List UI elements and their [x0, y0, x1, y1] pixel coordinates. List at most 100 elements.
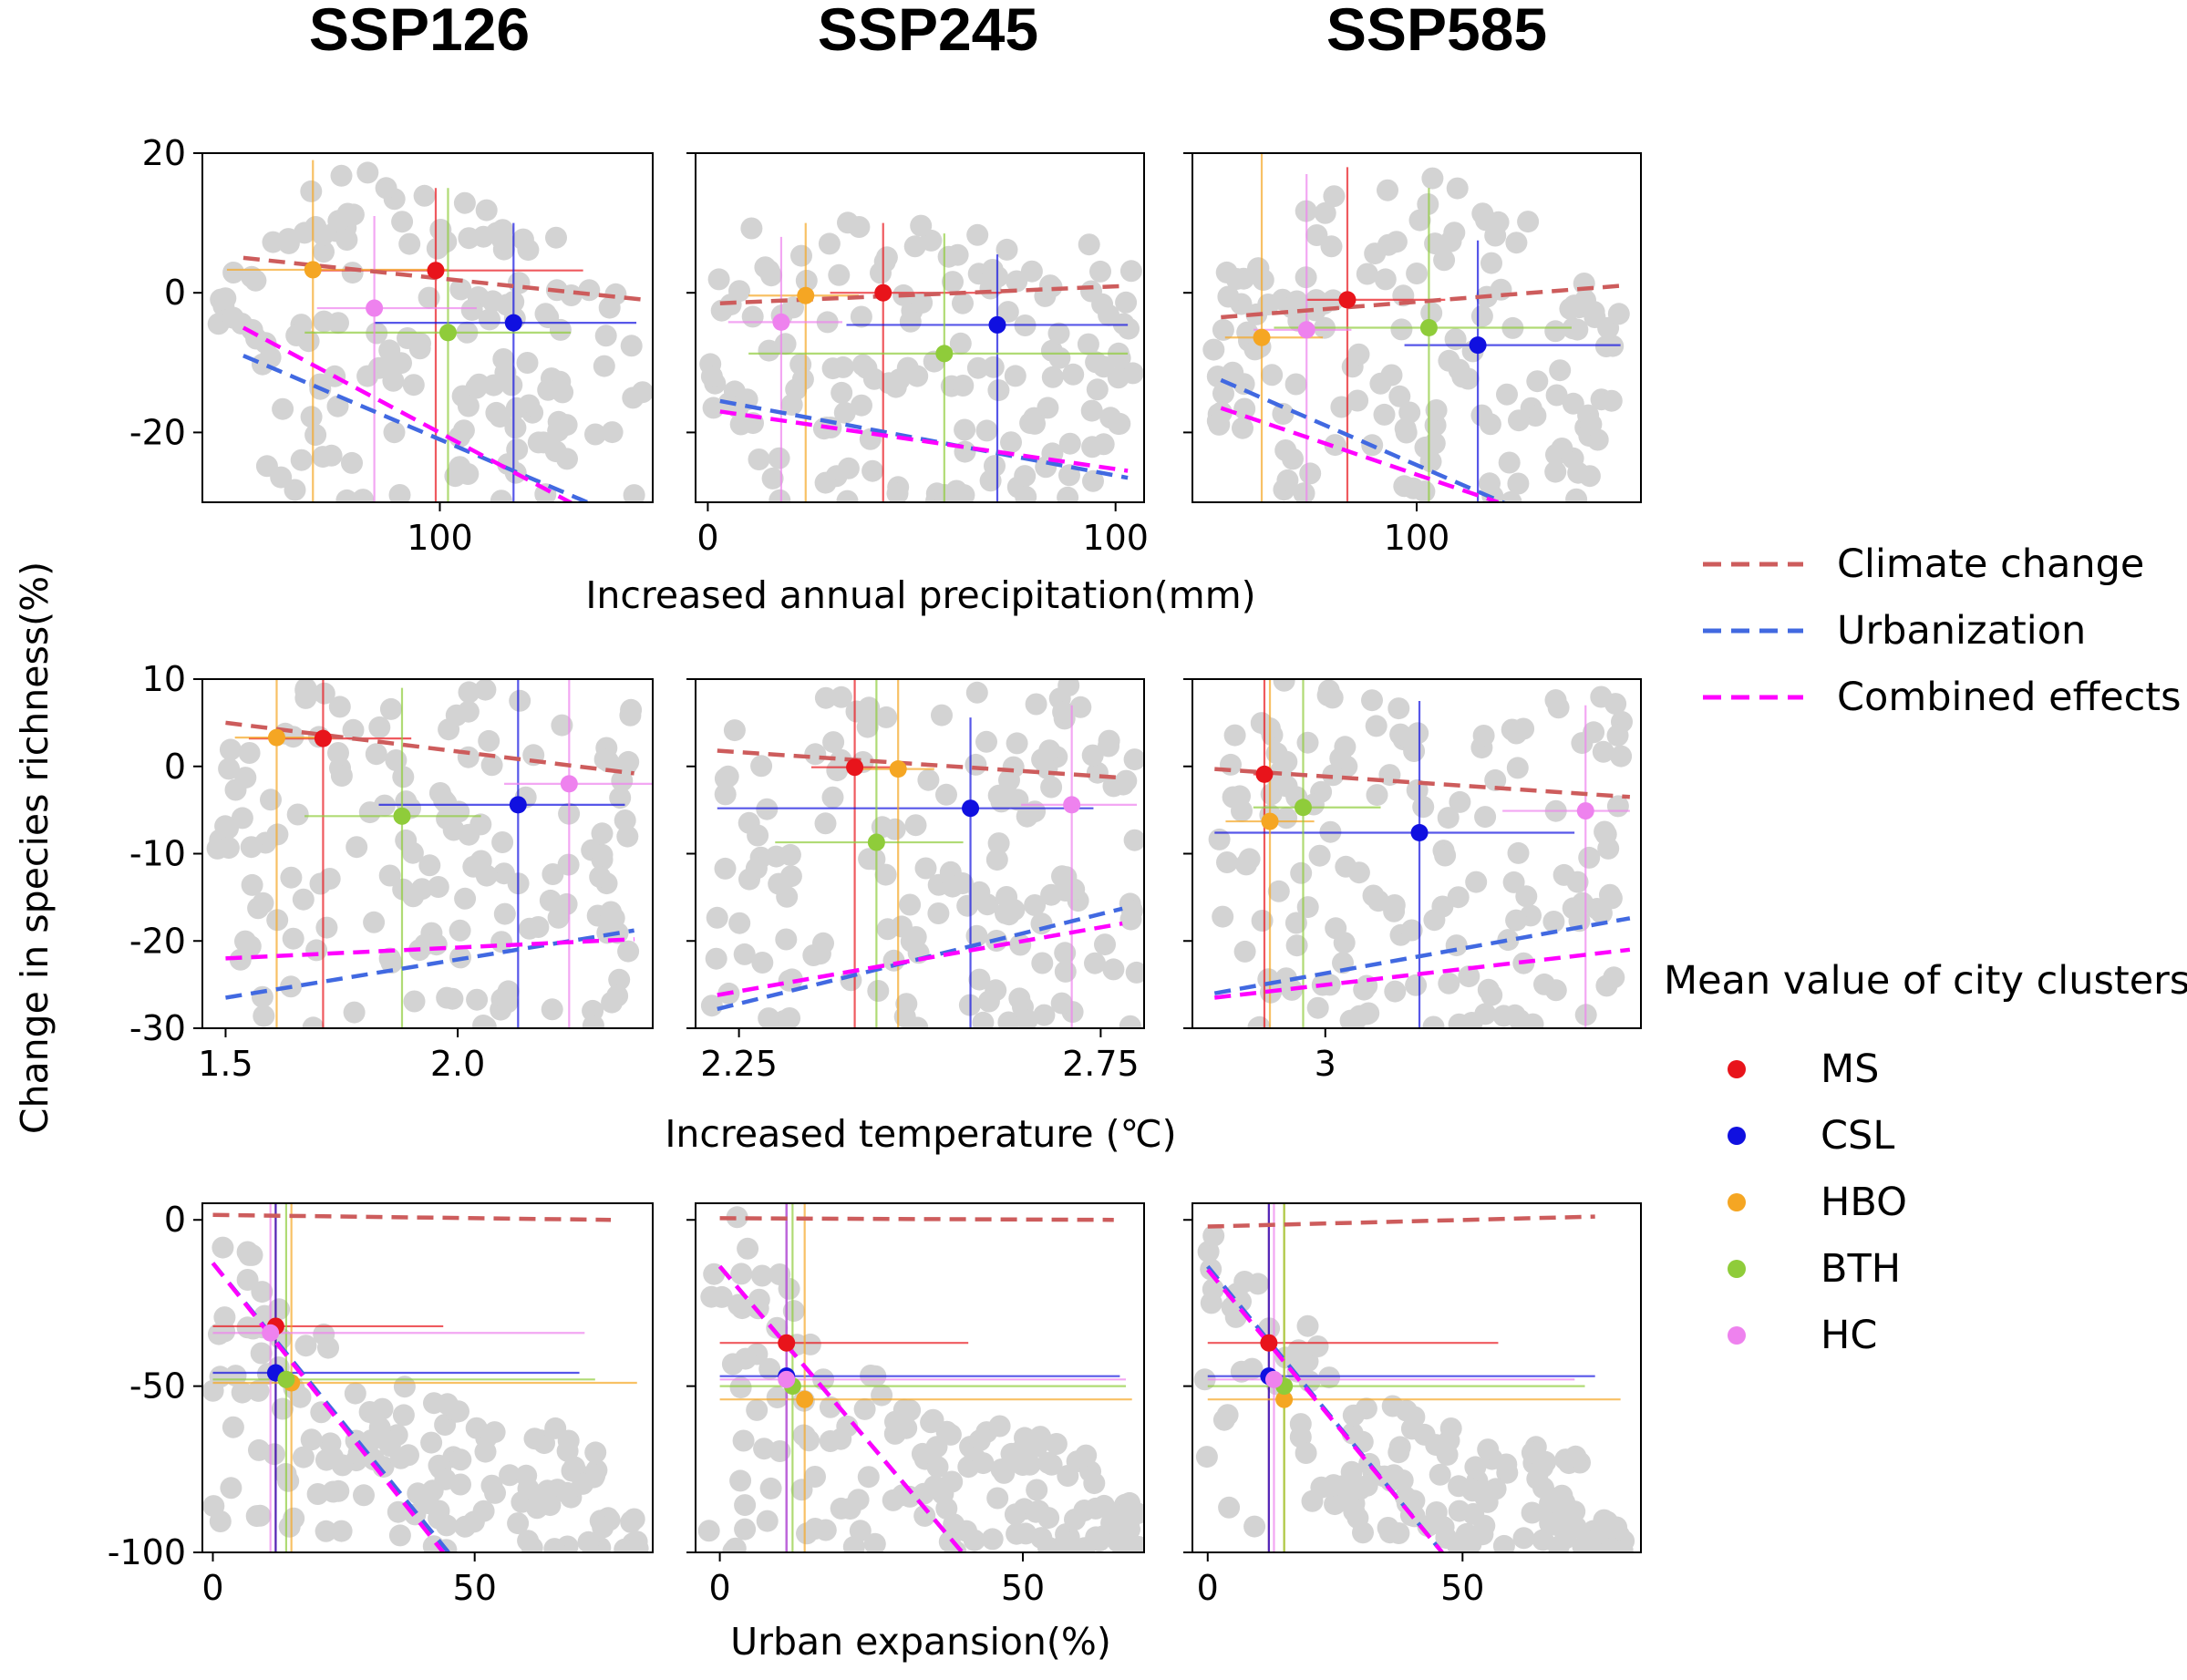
scatter-point	[392, 1404, 415, 1427]
scatter-point	[1542, 911, 1565, 933]
scatter-point	[942, 271, 964, 294]
scatter-point	[449, 278, 472, 301]
scatter-point	[1349, 1478, 1372, 1500]
climate-trend-line	[717, 748, 1123, 780]
scatter-point	[847, 1489, 870, 1511]
scatter-point	[527, 916, 550, 938]
scatter-point	[1325, 917, 1347, 940]
legend-clusters-title: Mean value of city clusters	[1664, 958, 2187, 1004]
panel-p-r3-c3: 0 50	[1183, 1202, 1642, 1608]
scatter-point	[734, 1494, 757, 1517]
scatter-point	[1033, 1004, 1056, 1026]
cluster-hc-mean	[1297, 321, 1315, 339]
scatter-point	[234, 767, 257, 789]
scatter-point	[497, 980, 520, 1003]
scatter-point	[723, 719, 746, 742]
scatter-point	[1471, 202, 1494, 225]
cluster-hbo-mean	[1275, 1390, 1294, 1408]
scatter-point	[1423, 432, 1446, 455]
scatter-point	[271, 1397, 294, 1420]
scatter-point	[1235, 853, 1257, 876]
scatter-point	[260, 788, 282, 811]
scatter-point	[1432, 1516, 1455, 1539]
scatter-point	[1477, 1438, 1500, 1461]
panel-frame	[695, 152, 1145, 503]
scatter-point	[556, 448, 578, 470]
scatter-point	[1551, 1484, 1573, 1507]
scatter-point	[740, 217, 763, 240]
scatter-point	[747, 824, 769, 847]
scatter-point	[270, 466, 293, 489]
title-ssp245: SSP245	[818, 0, 1038, 63]
scatter-point	[220, 1477, 242, 1500]
scatter-point	[1464, 1456, 1487, 1479]
scatter-point	[1580, 1530, 1603, 1551]
scatter-point	[858, 848, 881, 871]
scatter-point	[1229, 785, 1251, 808]
title-ssp585: SSP585	[1326, 0, 1547, 63]
scatter-point	[250, 1342, 273, 1365]
y-axis-label: Change in species richness(%)	[13, 562, 57, 1134]
scatter-point	[1202, 1224, 1225, 1247]
scatter-point	[896, 356, 919, 379]
scatter-point	[623, 484, 645, 502]
panel-p-r2-c1: 10 0 -10 -20 -30 1.5 2.0	[129, 659, 654, 1084]
scatter-point	[1347, 343, 1370, 366]
scatter-point	[1412, 796, 1435, 819]
scatter-point	[247, 897, 270, 920]
scatter-point	[985, 849, 1008, 871]
scatter-point	[884, 1410, 906, 1433]
scatter-point	[454, 887, 477, 910]
y-tick-label: 20	[142, 133, 186, 173]
x-tick-label: 50	[1440, 1568, 1484, 1608]
cluster-ms-mean	[778, 1334, 796, 1352]
scatter-point	[804, 743, 827, 766]
urbanization-trend-line	[1213, 916, 1631, 995]
cluster-csl-mean	[988, 315, 1006, 334]
scatter-point	[515, 1464, 538, 1487]
scatter-point	[282, 927, 304, 950]
scatter-point	[318, 868, 341, 890]
scatter-point	[508, 272, 531, 294]
x-tick-label: 2.25	[700, 1044, 778, 1084]
legend-marker-hc	[1728, 1326, 1746, 1345]
scatter-point	[1123, 748, 1144, 771]
scatter-point	[1016, 1009, 1038, 1028]
scatter-point	[1252, 269, 1274, 292]
y-tick-label: -20	[129, 412, 186, 452]
panel-plot-area	[1202, 153, 1630, 502]
scatter-point	[1193, 1368, 1216, 1391]
scatter-point	[775, 928, 798, 951]
scatter-cloud	[1208, 679, 1633, 1028]
cluster-hc-mean	[1063, 796, 1081, 814]
scatter-point	[1480, 252, 1502, 274]
combined-trend-line	[1206, 1268, 1444, 1552]
scatter-point	[837, 211, 859, 234]
scatter-point	[356, 161, 379, 184]
scatter-point	[375, 177, 397, 200]
scatter-point	[327, 312, 349, 335]
combined-trend-line	[719, 409, 1129, 473]
scatter-point	[342, 203, 365, 226]
combined-trend-line	[1214, 947, 1631, 1000]
scatter-point	[578, 279, 601, 302]
scatter-point	[1347, 861, 1370, 884]
scatter-point	[952, 375, 975, 397]
scatter-point	[1118, 317, 1140, 340]
scatter-point	[582, 1015, 604, 1028]
scatter-point	[1460, 1012, 1483, 1028]
scatter-point	[506, 438, 529, 461]
scatter-point	[814, 471, 837, 494]
scatter-point	[1020, 260, 1043, 283]
scatter-point	[953, 484, 975, 502]
scatter-point	[726, 1206, 748, 1229]
y-tick-label: 0	[164, 1200, 186, 1240]
scatter-point	[241, 1243, 263, 1266]
cluster-bth-mean	[393, 807, 411, 825]
scatter-point	[1119, 1015, 1141, 1028]
scatter-point	[286, 803, 309, 826]
scatter-point	[544, 1417, 567, 1439]
scatter-point	[1564, 1445, 1587, 1468]
scatter-point	[616, 825, 639, 848]
